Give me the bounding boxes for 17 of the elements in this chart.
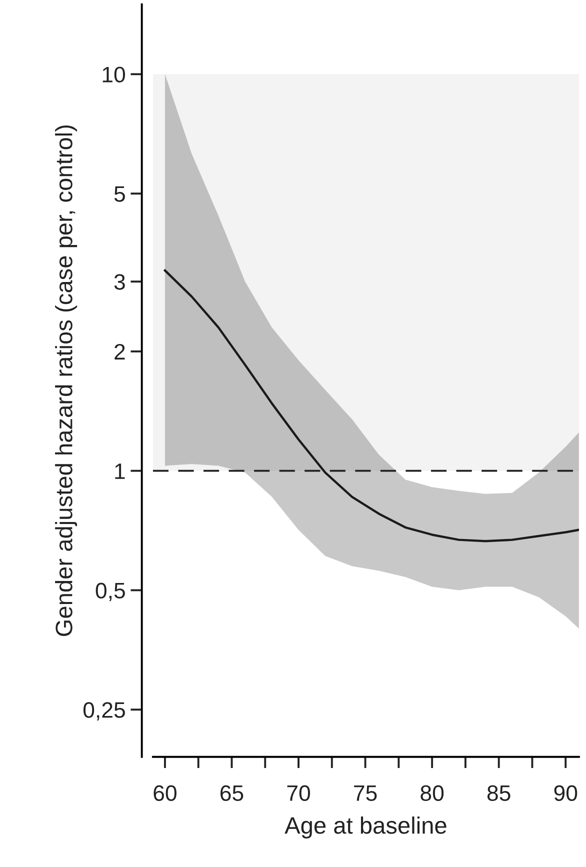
- y-tick-label: 2: [114, 344, 125, 360]
- y-tick-label: 10: [102, 66, 125, 82]
- y-tick-label: 3: [114, 274, 125, 290]
- x-axis-title: Age at baseline: [284, 816, 446, 839]
- x-tick-label: 60: [154, 785, 176, 801]
- x-tick-label: 80: [420, 785, 444, 801]
- y-tick-label: 1: [115, 464, 125, 479]
- y-tick-label: 5: [114, 186, 125, 202]
- line-series: [164, 269, 579, 542]
- y-tick-label: 0,5: [96, 582, 125, 602]
- y-tick-label: 0,25: [83, 702, 125, 721]
- x-tick-label: 85: [487, 785, 510, 801]
- y-axis-title: Gender adjusted hazard ratios (case per, control): [55, 125, 78, 636]
- x-tick-label: 65: [220, 785, 244, 801]
- x-tick-label: 70: [287, 785, 310, 801]
- x-tick-label: 75: [354, 785, 377, 801]
- x-tick-label: 90: [554, 785, 578, 801]
